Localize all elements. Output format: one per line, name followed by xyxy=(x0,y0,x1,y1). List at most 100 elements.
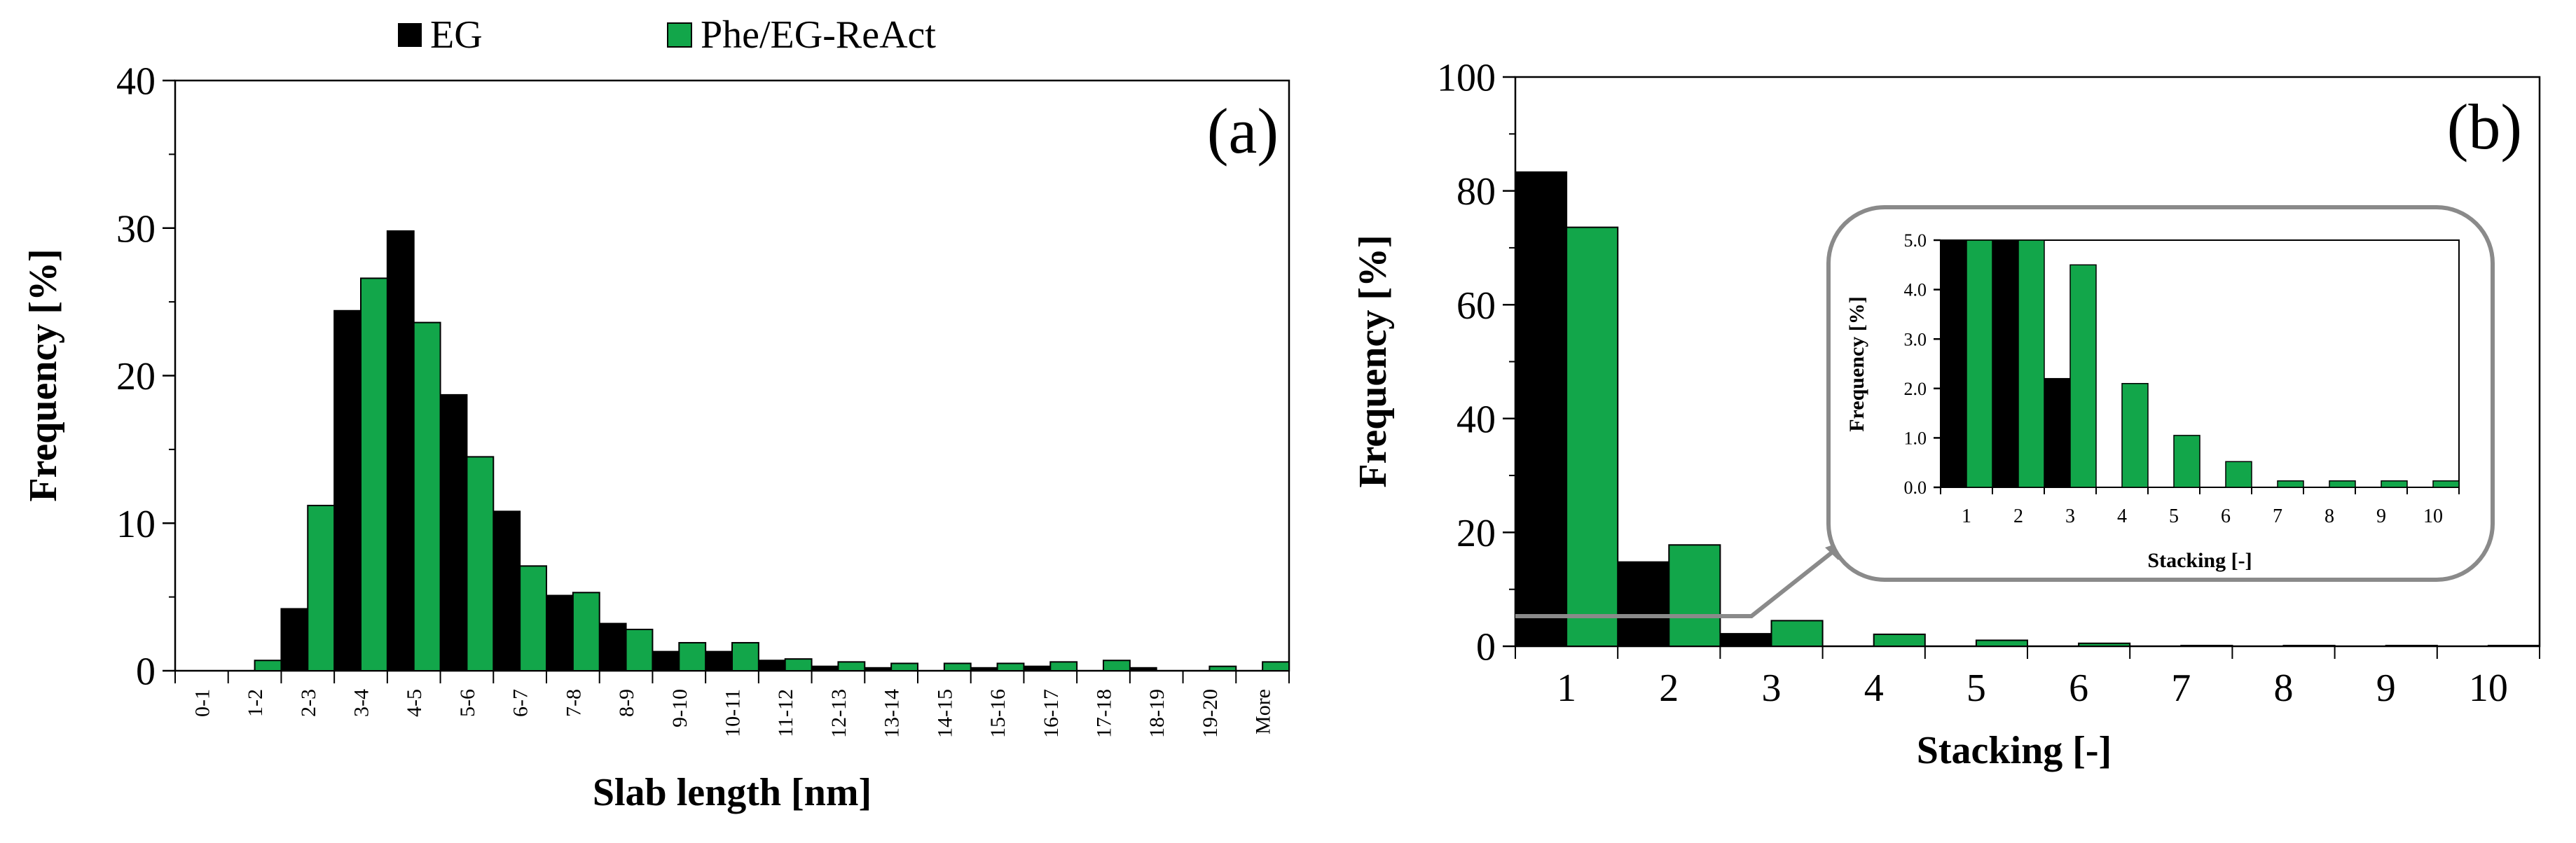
x-tick-label: 10 xyxy=(2423,506,2443,527)
bars-a xyxy=(254,230,1290,672)
bar-phe-eg-react-2 xyxy=(1668,544,1721,648)
legend-swatch-eg xyxy=(398,23,422,47)
x-tick-label: 1-2 xyxy=(244,689,267,717)
x-tick-label: 8-9 xyxy=(615,689,638,717)
x-tick-label: 5 xyxy=(1967,667,1986,710)
bar-phe-eg-react-2 xyxy=(2018,239,2045,488)
y-tick-label: 20 xyxy=(1456,512,1496,555)
x-axis-a: 0-1 1-2 2-3 3-4 4-5 5-6 6-7 7-8 8-9 9-10 10-11 11-1… xyxy=(174,671,1290,738)
bar-eg-4-5 xyxy=(386,230,415,671)
bar-phe-eg-react-12-13 xyxy=(837,661,866,671)
x-tick-label: 6 xyxy=(2069,667,2088,710)
x-tick-label: 4 xyxy=(1864,667,1884,710)
bar-phe-eg-react-1 xyxy=(1566,226,1619,647)
x-tick-label: 10 xyxy=(2469,667,2508,710)
x-tick-label: 15-16 xyxy=(986,689,1010,738)
bar-phe-eg-react-19-20 xyxy=(1208,665,1237,671)
bar-phe-eg-react-10 xyxy=(2432,480,2460,488)
bar-phe-eg-react-16-17 xyxy=(1049,661,1078,671)
y-tick-label: 80 xyxy=(1456,170,1496,214)
bar-phe-eg-react-7-8 xyxy=(572,592,600,671)
inset-zoom: 0.0 1.0 2.0 3.0 4.0 5.0 1 2 3 4 5 6 7 8 9 10 Frequency… xyxy=(1826,205,2495,582)
bar-eg-3 xyxy=(1719,633,1772,648)
y-tick-label: 0 xyxy=(136,650,156,694)
y-tick-label: 5.0 xyxy=(1904,230,1927,251)
y-tick-label: 2.0 xyxy=(1904,379,1927,399)
bar-phe-eg-react-8 xyxy=(2329,480,2356,488)
y-tick-label: 10 xyxy=(116,503,156,546)
x-tick-label: 10-11 xyxy=(722,689,745,737)
bar-eg-11-12 xyxy=(757,660,786,671)
y-axis-title-inset: Frequency [%] xyxy=(1845,296,1868,432)
y-tick-label: 0.0 xyxy=(1904,478,1927,498)
bar-phe-eg-react-10-11 xyxy=(731,641,759,672)
x-tick-label: 5 xyxy=(2169,506,2179,527)
x-tick-label: 19-20 xyxy=(1199,689,1222,738)
panel-label-b: (b) xyxy=(2447,91,2522,162)
bar-eg-9-10 xyxy=(652,650,680,671)
x-tick-label: 9 xyxy=(2376,506,2386,527)
bar-phe-eg-react-15-16 xyxy=(996,662,1025,672)
bar-eg-6-7 xyxy=(493,510,521,672)
x-tick-label: 3-4 xyxy=(350,689,373,717)
bar-eg-2 xyxy=(1617,561,1670,648)
legend-label-phe: Phe/EG-ReAct xyxy=(701,13,936,57)
bar-phe-eg-react-3 xyxy=(1770,620,1824,647)
bar-eg-2 xyxy=(1992,239,2019,488)
bar-phe-eg-react-8-9 xyxy=(625,628,654,671)
bar-eg-2-3 xyxy=(280,608,309,671)
x-tick-label: 3 xyxy=(2065,506,2075,527)
y-tick-label: 0 xyxy=(1476,626,1496,669)
x-tick-label: 1 xyxy=(1557,667,1576,710)
bar-phe-eg-react-more xyxy=(1262,661,1290,671)
bars-b xyxy=(1515,171,2540,648)
inset-rounded-frame xyxy=(1826,205,2495,582)
y-tick-label: 20 xyxy=(116,355,156,398)
bar-phe-eg-react-2-3 xyxy=(307,504,336,672)
y-tick-label: 1.0 xyxy=(1904,429,1927,449)
zoom-pointer-line xyxy=(1515,548,1837,618)
x-tick-label: 7 xyxy=(2273,506,2282,527)
bar-phe-eg-react-3-4 xyxy=(360,277,388,671)
bar-phe-eg-react-6 xyxy=(2225,461,2252,488)
x-tick-label: 5-6 xyxy=(456,689,479,717)
y-axis-title-b: Frequency [%] xyxy=(1351,235,1395,487)
x-axis-title-inset: Stacking [-] xyxy=(2147,549,2252,572)
x-tick-label: 7 xyxy=(2171,667,2191,710)
bar-phe-eg-react-17-18 xyxy=(1103,660,1131,671)
y-tick-label: 4.0 xyxy=(1904,280,1927,300)
x-tick-label: 2 xyxy=(2013,506,2023,527)
y-tick-label: 30 xyxy=(116,207,156,251)
bar-eg-1 xyxy=(1940,239,1967,488)
panel-b-stacking: 0 20 40 60 80 100 1 2 3 4 5 6 7 8 9 10 (b) Frequency [… xyxy=(1351,57,2541,772)
bar-phe-eg-react-11-12 xyxy=(784,658,813,672)
bar-eg-16-17 xyxy=(1023,665,1052,671)
x-tick-label: 4 xyxy=(2117,506,2127,527)
x-axis-b: 1 2 3 4 5 6 7 8 9 10 xyxy=(1515,646,2540,710)
y-tick-label: 3.0 xyxy=(1904,329,1927,349)
x-tick-label: 6 xyxy=(2221,506,2231,527)
bar-eg-13-14 xyxy=(864,667,893,671)
bar-phe-eg-react-6 xyxy=(2078,642,2131,647)
x-tick-label: 3 xyxy=(1762,667,1782,710)
bar-phe-eg-react-7 xyxy=(2277,480,2304,488)
x-tick-label: 8 xyxy=(2274,667,2294,710)
x-tick-label: More xyxy=(1252,689,1275,734)
legend-swatch-phe xyxy=(667,22,692,48)
bar-eg-5-6 xyxy=(439,393,468,672)
bar-eg-10-11 xyxy=(705,650,733,671)
x-tick-label: 13-14 xyxy=(881,689,904,738)
bar-phe-eg-react-3 xyxy=(2069,264,2097,488)
bar-eg-12-13 xyxy=(811,665,839,671)
bar-phe-eg-react-13-14 xyxy=(890,662,918,672)
x-tick-label: 11-12 xyxy=(774,689,797,737)
y-axis-title-a: Frequency [%] xyxy=(22,249,65,501)
bar-phe-eg-react-4 xyxy=(1873,633,1926,648)
bar-phe-eg-react-9 xyxy=(2381,480,2408,488)
x-tick-label: 8 xyxy=(2324,506,2334,527)
bar-phe-eg-react-9-10 xyxy=(678,641,707,672)
x-tick-label: 7-8 xyxy=(562,689,585,717)
bar-phe-eg-react-14-15 xyxy=(943,662,972,672)
bar-eg-15-16 xyxy=(970,667,998,671)
